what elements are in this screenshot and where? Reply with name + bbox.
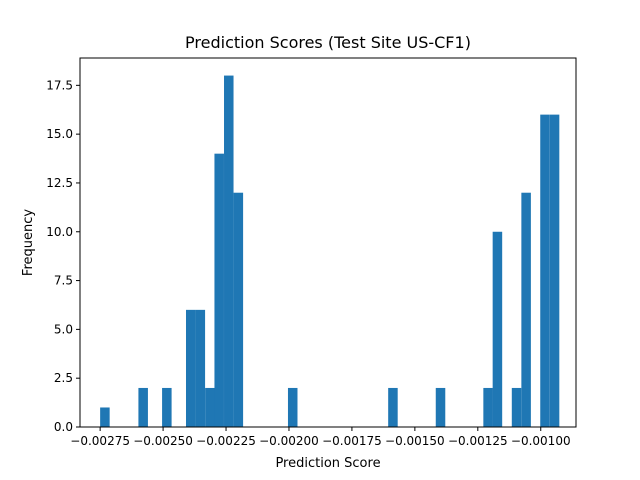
histogram-bar	[287, 387, 298, 427]
y-tick-label: 12.5	[46, 176, 73, 190]
x-tick-label: −0.00100	[511, 434, 571, 448]
y-tick-label: 15.0	[46, 127, 73, 141]
y-tick-label: 7.5	[54, 274, 73, 288]
y-tick-label: 0.0	[54, 420, 73, 434]
histogram-bar	[511, 387, 522, 427]
histogram-bar	[162, 387, 172, 427]
histogram-bar	[521, 192, 531, 427]
histogram-bar	[138, 387, 148, 427]
histogram-bar	[195, 309, 206, 427]
x-tick-label: −0.00200	[259, 434, 319, 448]
x-tick-label: −0.00225	[196, 434, 256, 448]
histogram-bar	[224, 75, 234, 428]
y-axis-label: Frequency	[21, 209, 36, 276]
x-tick-label: −0.00125	[448, 434, 508, 448]
y-tick-label: 17.5	[46, 78, 73, 92]
y-tick-label: 2.5	[54, 371, 73, 385]
histogram-bar	[549, 114, 560, 427]
histogram-bar	[214, 153, 224, 427]
histogram-bar	[492, 231, 503, 427]
histogram-bar	[388, 387, 398, 427]
histogram-bar	[205, 387, 215, 427]
plot-frame	[79, 57, 577, 428]
x-axis-ticks: −0.00275 −0.00250 −0.00225 −0.00200 −0.00175…	[70, 427, 571, 448]
histogram-bar	[233, 192, 244, 427]
histogram-bar	[435, 387, 446, 427]
histogram-bar	[483, 387, 493, 427]
y-tick-label: 5.0	[54, 322, 73, 336]
x-tick-label: −0.00275	[70, 434, 130, 448]
histogram-bar	[100, 407, 110, 427]
chart-title: Prediction Scores (Test Site US-CF1)	[185, 33, 471, 52]
y-tick-label: 10.0	[46, 225, 73, 239]
histogram-bar	[185, 309, 196, 427]
y-axis-ticks: 0.0 2.5 5.0 7.5 10.0 12.5 15.0 17.5	[46, 78, 80, 434]
x-axis-label: Prediction Score	[275, 456, 380, 471]
bars-group	[100, 75, 560, 428]
x-tick-label: −0.00250	[133, 434, 193, 448]
histogram-bar	[540, 114, 550, 427]
x-tick-label: −0.00175	[322, 434, 382, 448]
x-tick-label: −0.00150	[385, 434, 445, 448]
